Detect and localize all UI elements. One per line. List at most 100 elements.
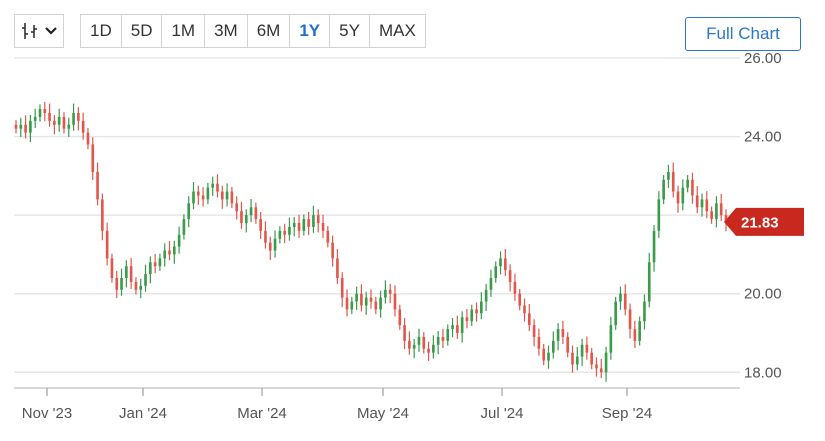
- candle: [321, 214, 325, 238]
- range-3m-button[interactable]: 3M: [205, 15, 248, 47]
- candle: [340, 272, 344, 308]
- candle: [590, 347, 593, 370]
- candle-body: [547, 352, 550, 361]
- candle: [139, 278, 143, 299]
- candle-body: [254, 207, 258, 220]
- range-max-button[interactable]: MAX: [378, 21, 416, 40]
- y-tick-label: 20.00: [744, 286, 782, 303]
- candle: [451, 318, 454, 338]
- candle-body: [384, 289, 387, 298]
- candle-body: [561, 329, 565, 337]
- last-price-label: 21.83: [741, 214, 779, 231]
- candle-body: [657, 199, 661, 231]
- candle: [460, 311, 464, 343]
- candle: [403, 318, 406, 350]
- candle: [710, 206, 713, 224]
- candle-body: [566, 336, 570, 353]
- candle: [201, 187, 205, 207]
- candle-body: [432, 344, 435, 353]
- candle: [575, 347, 579, 371]
- x-tick-label: May '24: [357, 405, 409, 422]
- candle-body: [91, 144, 95, 172]
- candle-body: [681, 187, 685, 204]
- candle: [676, 185, 680, 213]
- candle-body: [158, 258, 162, 267]
- last-price-marker: 21.83: [724, 207, 804, 236]
- candle: [475, 302, 478, 322]
- candlestick-icon: [22, 23, 37, 39]
- candle: [686, 175, 689, 193]
- candle-body: [211, 183, 215, 188]
- candle-body: [340, 278, 344, 298]
- full-chart-button[interactable]: Full Chart: [685, 17, 801, 51]
- candle-body: [312, 215, 315, 227]
- candle: [264, 221, 267, 249]
- candle: [489, 269, 493, 297]
- range-5d-button[interactable]: 5D: [122, 15, 163, 47]
- candle-body: [518, 293, 522, 306]
- candle: [268, 236, 272, 260]
- candle-body: [662, 179, 665, 200]
- candle: [604, 346, 608, 382]
- candle: [153, 254, 157, 274]
- candle: [379, 290, 382, 318]
- candle-body: [480, 301, 483, 314]
- candle: [115, 270, 119, 299]
- candle: [72, 103, 75, 131]
- candle: [432, 335, 435, 359]
- candle-body: [643, 301, 646, 322]
- candle-body: [57, 116, 61, 125]
- candle-body: [225, 191, 229, 200]
- candle: [81, 112, 85, 140]
- x-tick-label: Sep '24: [602, 405, 652, 422]
- candle-body: [144, 274, 147, 286]
- candle-body: [388, 289, 392, 294]
- range-1y-button[interactable]: 1Y: [290, 15, 331, 47]
- candle: [62, 112, 66, 134]
- candle: [149, 256, 152, 284]
- candle-body: [633, 329, 637, 341]
- candle-body: [283, 230, 286, 235]
- range-1d-button[interactable]: 1D: [81, 15, 122, 47]
- candle: [326, 226, 330, 248]
- candle: [556, 323, 560, 351]
- candle-body: [614, 301, 617, 326]
- candle-body: [120, 278, 123, 290]
- candle-body: [321, 223, 325, 231]
- candle: [580, 338, 584, 366]
- candle-body: [508, 270, 512, 282]
- candle-body: [292, 223, 296, 227]
- candle: [158, 253, 162, 271]
- candle: [105, 222, 109, 266]
- y-tick-label: 18.00: [744, 364, 782, 381]
- candle: [53, 114, 56, 135]
- candle-body: [201, 195, 205, 200]
- candle: [19, 117, 23, 137]
- candle-body: [14, 124, 18, 129]
- range-1m-button[interactable]: 1M: [162, 15, 206, 47]
- candle-body: [686, 179, 689, 188]
- candle: [518, 289, 522, 311]
- candle-body: [273, 238, 277, 251]
- candle-body: [638, 321, 641, 341]
- candle: [719, 193, 723, 222]
- candle-body: [355, 293, 358, 302]
- candle-body: [110, 258, 114, 278]
- candle: [211, 176, 215, 196]
- candle-body: [149, 262, 152, 275]
- candle-body: [499, 258, 502, 267]
- chart-type-button[interactable]: [14, 14, 64, 48]
- range-6m-button[interactable]: 6M: [248, 15, 291, 47]
- candle-body: [172, 246, 176, 255]
- range-5y-button[interactable]: 5Y: [330, 15, 370, 47]
- candle: [700, 193, 704, 217]
- candle: [638, 316, 641, 346]
- candle: [77, 107, 80, 131]
- candle-body: [484, 289, 488, 302]
- candle: [523, 298, 526, 322]
- candle-body: [163, 250, 167, 259]
- candle-body: [216, 183, 219, 192]
- candle: [465, 309, 469, 329]
- candle: [494, 261, 498, 283]
